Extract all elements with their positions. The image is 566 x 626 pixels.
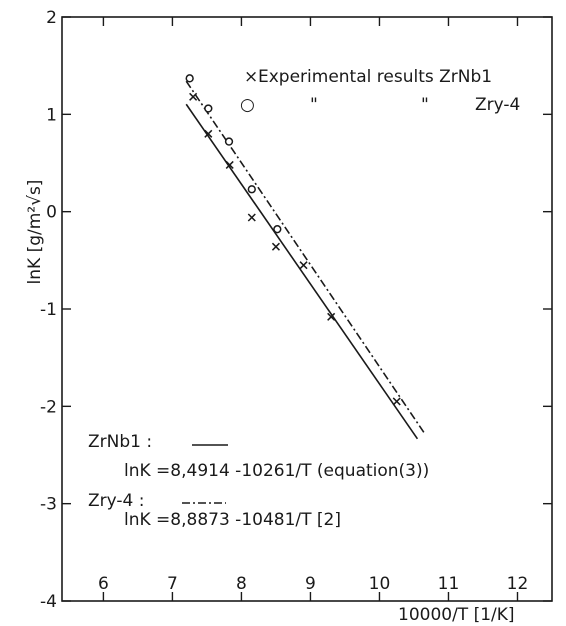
x-tick-label: 9	[305, 574, 316, 594]
legend-marker-circle: ○	[240, 95, 255, 115]
point-circle	[185, 74, 194, 83]
x-axis: 6 7 8 9 10 11 12	[98, 17, 528, 601]
point-cross-stroke	[392, 397, 401, 406]
zry4-label: Zry-4 :	[88, 491, 144, 511]
point-circle	[273, 225, 282, 234]
point-cross	[247, 213, 256, 222]
y-tick-label: 2	[46, 8, 57, 28]
point-cross	[299, 261, 308, 270]
zrnb1-equation: lnK =8,4914 -10261/T (equation(3))	[124, 461, 429, 481]
point-cross-stroke	[247, 213, 256, 222]
x-tick-label: 12	[507, 574, 529, 594]
point-cross	[189, 92, 198, 101]
y-tick-label: -1	[40, 300, 57, 320]
legend-label-zrnb1: Experimental results ZrNb1	[258, 67, 492, 87]
y-tick-label: -3	[40, 495, 57, 515]
legend-label-zry4: Zry-4	[475, 95, 520, 115]
y-axis-label: lnK [g/m²√s]	[25, 180, 45, 285]
y-axis: 210-1-2-3-4	[40, 8, 552, 612]
data-points	[185, 74, 401, 406]
y-tick-label: 1	[46, 105, 57, 125]
legend: × Experimental results ZrNb1 ○ " " Zry-4	[240, 67, 520, 115]
point-cross	[327, 312, 336, 321]
x-tick-label: 8	[236, 574, 247, 594]
point-cross	[204, 129, 213, 138]
x-tick-label: 10	[369, 574, 391, 594]
x-tick-label: 6	[98, 574, 109, 594]
point-cross-stroke	[327, 312, 336, 321]
point-cross-stroke	[204, 129, 213, 138]
y-tick-label: -2	[40, 397, 57, 417]
point-cross	[271, 242, 280, 251]
annotation-zrnb1: ZrNb1 : lnK =8,4914 -10261/T (equation(3…	[88, 432, 429, 481]
point-circle	[224, 137, 234, 146]
legend-ditto-1: "	[310, 95, 318, 115]
fit-lines	[185, 80, 425, 440]
fit-line-zry-4	[185, 80, 425, 434]
annotation-zry4: Zry-4 : lnK =8,8873 -10481/T [2]	[88, 491, 341, 530]
legend-ditto-2: "	[421, 95, 429, 115]
y-tick-label: 0	[46, 203, 57, 223]
x-tick-label: 11	[438, 574, 460, 594]
point-cross-stroke	[271, 242, 280, 251]
y-tick-label: -4	[40, 592, 57, 612]
point-circle	[204, 104, 213, 113]
zrnb1-label: ZrNb1 :	[88, 432, 152, 452]
legend-marker-cross: ×	[244, 67, 258, 87]
x-axis-label: 10000/T [1/K]	[398, 605, 515, 625]
point-cross-stroke	[189, 92, 198, 101]
point-circle	[247, 185, 256, 194]
point-cross	[225, 160, 234, 169]
x-tick-label: 7	[167, 574, 178, 594]
point-cross	[392, 397, 401, 406]
point-cross-stroke	[299, 261, 308, 270]
point-cross-stroke	[225, 160, 234, 169]
fit-line-zrnb1	[185, 103, 419, 440]
zry4-equation: lnK =8,8873 -10481/T [2]	[124, 510, 341, 530]
